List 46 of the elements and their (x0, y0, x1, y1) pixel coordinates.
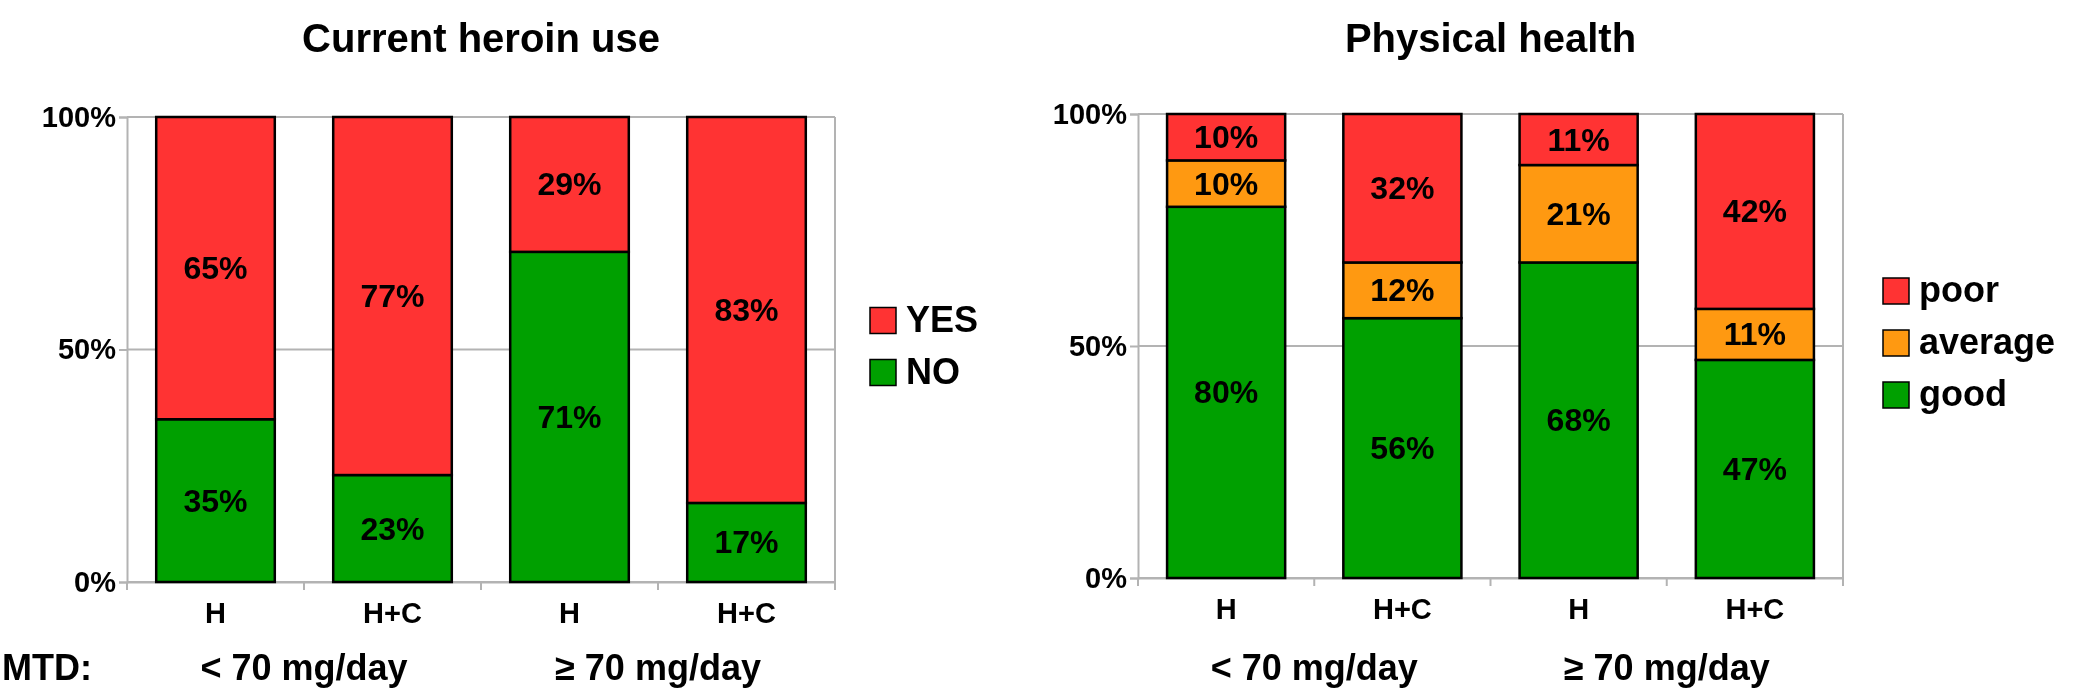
data-label: 32% (1370, 170, 1435, 207)
chart-title: Physical health (1344, 16, 1637, 60)
data-label: 65% (183, 250, 248, 287)
x-tick-label: H (1215, 592, 1237, 625)
data-label: 21% (1546, 195, 1611, 232)
legend-label: good (1919, 373, 2007, 414)
y-tick-label: 0% (1085, 561, 1128, 594)
text: < 70 mg/day (200, 647, 408, 688)
x-tick-label: H (559, 596, 580, 629)
x-tick-label: H (1568, 592, 1590, 625)
data-label: 47% (1722, 450, 1787, 487)
text: < 70 mg/day (1210, 647, 1418, 688)
data-label: 71% (537, 398, 602, 435)
legend-label: poor (1919, 269, 1999, 310)
x-tick-label: H+C (1725, 592, 1785, 625)
data-label: 42% (1722, 193, 1787, 230)
data-label: 17% (714, 524, 779, 561)
legend-label: NO (906, 350, 960, 392)
y-tick-label: 100% (1052, 97, 1128, 130)
data-label: 10% (1194, 165, 1259, 202)
x-tick-label: H (205, 596, 226, 629)
data-label: 12% (1370, 272, 1435, 309)
legend-label: YES (906, 298, 979, 340)
y-tick-label: 50% (1068, 329, 1128, 362)
y-tick-label: 50% (57, 333, 117, 366)
data-label: 11% (1547, 121, 1610, 158)
data-label: 77% (360, 278, 425, 315)
data-label: 83% (714, 291, 779, 328)
data-label: 35% (183, 482, 248, 519)
chart-title: Current heroin use (302, 16, 660, 60)
data-label: 80% (1194, 374, 1259, 411)
data-label: 11% (1723, 316, 1787, 353)
data-label: 23% (360, 510, 425, 547)
text: MTD: (2, 647, 92, 688)
x-tick-label: H+C (1372, 592, 1432, 625)
data-label: 68% (1546, 402, 1611, 439)
y-tick-label: 0% (74, 565, 117, 598)
legend-label: average (1919, 321, 2056, 362)
x-tick-label: H+C (717, 596, 776, 629)
x-tick-label: H+C (363, 596, 422, 629)
data-label: 29% (537, 166, 602, 203)
y-tick-label: 100% (41, 100, 117, 133)
data-label: 56% (1370, 430, 1435, 467)
data-label: 10% (1194, 119, 1259, 156)
text: ≥ 70 mg/day (1563, 647, 1770, 688)
text: ≥ 70 mg/day (555, 647, 761, 688)
